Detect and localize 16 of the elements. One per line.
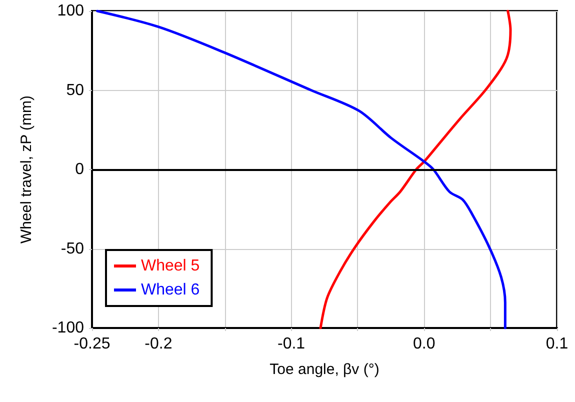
x-tick-label: -0.2: [144, 336, 172, 352]
y-tick-label: 50: [66, 82, 84, 99]
x-tick-label: -0.1: [277, 336, 306, 352]
legend-label: Wheel 6: [141, 282, 200, 298]
y-tick-label: 0: [75, 161, 84, 178]
y-tick-label: 100: [57, 2, 84, 20]
x-tick-label: -0.25: [74, 336, 110, 352]
line-series: [319, 10, 512, 330]
legend-label: Wheel 5: [141, 258, 200, 274]
x-tick-label: 0.1: [546, 336, 568, 352]
line-series: [96, 10, 506, 330]
y-tick-label: -100: [52, 320, 84, 336]
y-tick-label: -50: [60, 240, 84, 258]
x-tick-label: 0.0: [413, 336, 436, 352]
y-axis-title: Wheel travel, zP (mm): [18, 95, 35, 244]
x-axis-title: Toe angle, βv (°): [270, 361, 380, 378]
